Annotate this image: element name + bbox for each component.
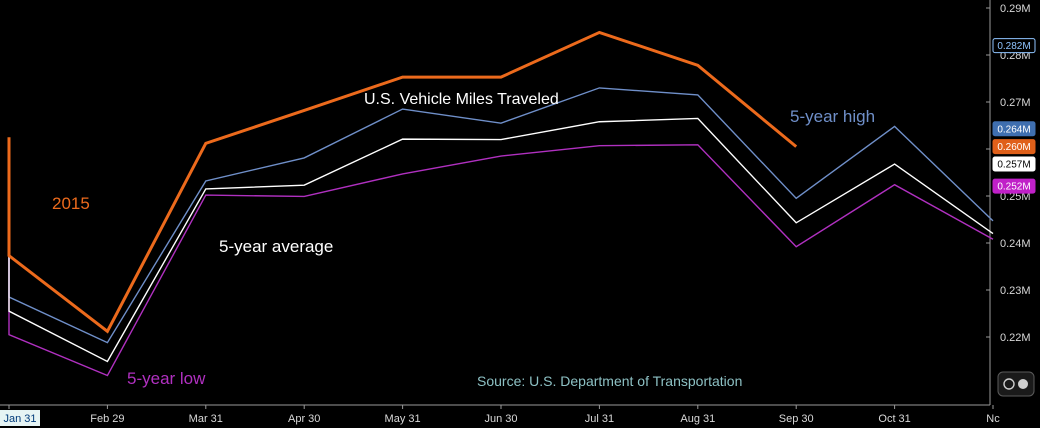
svg-text:0.257M: 0.257M <box>997 160 1030 171</box>
x-tick-label: Sep 30 <box>779 413 814 425</box>
value-badge: 0.282M <box>992 38 1036 54</box>
y-tick-label: 0.25M <box>1000 191 1031 203</box>
y-tick-label: 0.23M <box>1000 285 1031 297</box>
value-badges: 0.282M 0.264M 0.260M 0.257M 0.252M <box>992 38 1036 194</box>
series-line-avg <box>8 117 994 363</box>
zoom-control[interactable] <box>997 371 1035 397</box>
svg-text:0.252M: 0.252M <box>997 182 1030 193</box>
x-tick-label: May 31 <box>385 413 421 425</box>
series-line-low <box>8 144 994 377</box>
y-tick-label: 0.27M <box>1000 97 1031 109</box>
legend-label-2015: 2015 <box>52 194 90 213</box>
value-badge: 0.264M <box>992 121 1036 137</box>
value-badge: 0.252M <box>992 178 1036 194</box>
source-note: Source: U.S. Department of Transportatio… <box>477 373 742 389</box>
svg-text:0.282M: 0.282M <box>997 41 1030 52</box>
svg-text:0.260M: 0.260M <box>997 142 1030 153</box>
x-tick-highlight <box>0 410 40 426</box>
legend-label-5yr-average: 5-year average <box>219 237 333 256</box>
x-tick-label: Jan 31 <box>3 413 36 425</box>
series-lines <box>7 30 994 377</box>
x-tick-label: Feb 29 <box>90 413 124 425</box>
series-line-high <box>8 87 994 344</box>
series-line-y2015 <box>7 30 798 334</box>
x-tick-label: Jun 30 <box>484 413 517 425</box>
x-tick-label: Mar 31 <box>189 413 223 425</box>
svg-text:0.264M: 0.264M <box>997 124 1030 135</box>
value-badge: 0.257M <box>992 156 1036 172</box>
x-tick-label: Oct 31 <box>878 413 910 425</box>
x-tick-label: Apr 30 <box>288 413 320 425</box>
value-badge: 0.260M <box>992 139 1036 155</box>
x-tick-label: Jul 31 <box>585 413 614 425</box>
zoom-control-frame <box>997 371 1035 397</box>
x-tick-label: Aug 31 <box>680 413 715 425</box>
y-tick-label: 0.22M <box>1000 332 1031 344</box>
legend-label-5yr-low: 5-year low <box>127 369 206 388</box>
legend-label-5yr-high: 5-year high <box>790 107 875 126</box>
zoom-out-icon[interactable] <box>1003 378 1015 390</box>
chart-title: U.S. Vehicle Miles Traveled <box>364 91 559 108</box>
y-tick-label: 0.24M <box>1000 238 1031 250</box>
y-tick-label: 0.29M <box>1000 3 1031 15</box>
x-tick-label: Nc <box>986 413 1000 425</box>
zoom-in-icon[interactable] <box>1018 379 1028 389</box>
x-ticks: Jan 31 Feb 29 Mar 31 Apr 30 May 31 Jun 30 Jul … <box>0 405 1000 426</box>
